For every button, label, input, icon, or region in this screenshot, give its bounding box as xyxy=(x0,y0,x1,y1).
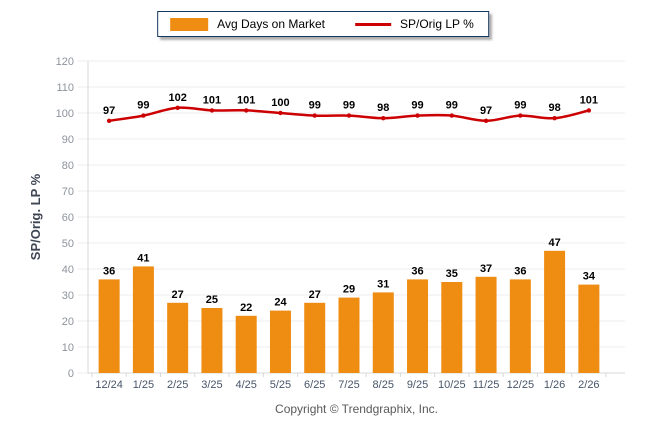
x-tick-label: 12/24 xyxy=(95,379,123,391)
x-tick-label: 1/26 xyxy=(544,379,565,391)
y-tick-label: 120 xyxy=(56,56,74,68)
bar xyxy=(98,279,120,373)
line-value-label: 99 xyxy=(411,100,423,112)
line-value-label: 101 xyxy=(237,94,255,106)
y-tick-label: 30 xyxy=(62,290,74,302)
y-tick-label: 0 xyxy=(68,368,74,380)
line-marker xyxy=(552,116,557,121)
bar-value-label: 25 xyxy=(206,294,218,306)
line-marker xyxy=(518,113,523,118)
x-tick-label: 12/25 xyxy=(507,379,535,391)
y-tick-label: 20 xyxy=(62,316,74,328)
line-marker xyxy=(586,108,592,113)
bar-value-label: 36 xyxy=(103,265,115,277)
line-value-label: 99 xyxy=(343,100,355,112)
y-tick-label: 70 xyxy=(62,186,74,198)
line-value-label: 100 xyxy=(271,97,289,109)
line-marker xyxy=(381,116,386,121)
line-value-label: 99 xyxy=(309,100,321,112)
line-marker xyxy=(312,113,317,118)
bar xyxy=(509,279,531,373)
x-tick-label: 6/25 xyxy=(304,379,325,391)
y-tick-label: 10 xyxy=(62,342,74,354)
x-tick-label: 8/25 xyxy=(373,379,394,391)
bar xyxy=(235,315,257,373)
bar xyxy=(544,250,566,373)
x-tick-label: 7/25 xyxy=(338,379,359,391)
x-tick-label: 9/25 xyxy=(407,379,428,391)
line-value-label: 99 xyxy=(446,100,458,112)
bar-value-label: 37 xyxy=(480,263,492,275)
legend-line-label: SP/Orig LP % xyxy=(400,17,474,31)
bar-value-label: 34 xyxy=(583,271,596,283)
bar xyxy=(201,308,223,373)
y-axis-title: SP/Orig. LP % xyxy=(28,173,43,260)
y-tick-label: 60 xyxy=(62,212,74,224)
line-value-label: 101 xyxy=(580,94,598,106)
bar-value-label: 36 xyxy=(514,265,526,277)
bar-value-label: 41 xyxy=(137,252,149,264)
bar xyxy=(578,284,600,373)
bar xyxy=(372,292,394,373)
line-marker xyxy=(141,113,146,118)
bar xyxy=(338,297,360,373)
bar-value-label: 29 xyxy=(343,284,355,296)
line-marker xyxy=(278,110,283,116)
y-tick-label: 90 xyxy=(62,134,74,146)
bar-value-label: 24 xyxy=(274,297,287,309)
y-tick-label: 110 xyxy=(56,82,74,94)
bar xyxy=(304,302,326,373)
legend-line-swatch xyxy=(355,22,392,26)
line-marker xyxy=(346,113,352,118)
x-tick-label: 1/25 xyxy=(133,379,154,391)
legend-bar-label: Avg Days on Market xyxy=(217,17,326,31)
line-value-label: 99 xyxy=(514,100,526,112)
line-value-label: 98 xyxy=(548,102,560,114)
line-marker xyxy=(209,108,215,113)
x-tick-label: 10/25 xyxy=(438,379,466,391)
bar xyxy=(167,302,189,373)
y-tick-label: 50 xyxy=(62,238,74,250)
legend: Avg Days on Market SP/Orig LP % xyxy=(157,11,489,37)
bar xyxy=(132,266,154,373)
bar-value-label: 22 xyxy=(240,302,252,314)
line-marker xyxy=(449,113,454,118)
x-tick-label: 4/25 xyxy=(235,379,256,391)
x-tick-label: 3/25 xyxy=(201,379,222,391)
line-value-label: 98 xyxy=(377,102,389,114)
bar-value-label: 35 xyxy=(446,268,458,280)
line-marker xyxy=(106,118,112,124)
x-tick-label: 2/25 xyxy=(167,379,188,391)
y-tick-label: 40 xyxy=(62,264,74,276)
bar-value-label: 27 xyxy=(309,289,321,301)
x-tick-label: 2/26 xyxy=(578,379,599,391)
line-marker xyxy=(244,108,249,113)
x-tick-label: 11/25 xyxy=(473,379,500,391)
bar xyxy=(441,282,463,373)
line-value-label: 102 xyxy=(168,92,186,104)
y-tick-label: 100 xyxy=(56,108,74,120)
line-marker xyxy=(175,105,180,111)
line-marker xyxy=(483,118,489,124)
legend-bar-swatch xyxy=(170,17,209,31)
bar-value-label: 47 xyxy=(548,237,560,249)
bar-value-label: 31 xyxy=(377,278,389,290)
line-marker xyxy=(415,113,420,118)
bar xyxy=(407,279,429,373)
line-value-label: 97 xyxy=(103,105,115,117)
y-tick-label: 80 xyxy=(62,160,74,172)
bar xyxy=(475,276,497,373)
bar xyxy=(269,310,291,373)
line-value-label: 101 xyxy=(203,94,221,106)
copyright-text: Copyright © Trendgraphix, Inc. xyxy=(275,402,438,416)
bar-value-label: 27 xyxy=(172,289,184,301)
line-value-label: 99 xyxy=(137,100,149,112)
x-tick-label: 5/25 xyxy=(270,379,291,391)
line-value-label: 97 xyxy=(480,105,492,117)
bar-value-label: 36 xyxy=(411,265,423,277)
